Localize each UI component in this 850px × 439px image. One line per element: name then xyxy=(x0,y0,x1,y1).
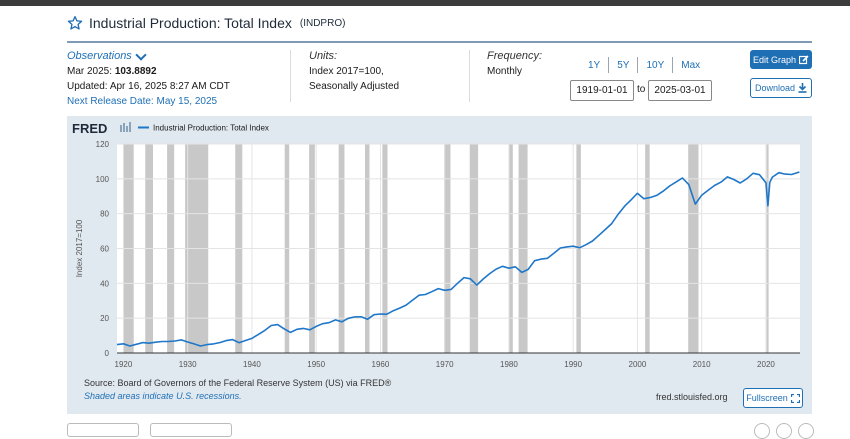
x-tick-label: 1930 xyxy=(179,360,197,369)
title-divider xyxy=(67,41,812,43)
edit-icon xyxy=(799,54,809,64)
x-tick-label: 2020 xyxy=(757,360,775,369)
range-selector: 1Y 5Y 10Y Max xyxy=(580,57,708,73)
edit-graph-button[interactable]: Edit Graph xyxy=(750,50,812,69)
x-tick-label: 1980 xyxy=(500,360,518,369)
y-tick-label: 100 xyxy=(96,175,110,184)
frequency-panel: Frequency: Monthly xyxy=(487,49,542,79)
y-tick-label: 0 xyxy=(105,349,110,358)
observations-panel: Observations Mar 2025: 103.8892 Updated:… xyxy=(67,49,230,109)
latest-value: 103.8892 xyxy=(114,66,157,77)
chevron-down-icon xyxy=(135,49,147,61)
source-note: Source: Board of Governors of the Federa… xyxy=(84,378,392,388)
x-tick-label: 2000 xyxy=(629,360,647,369)
latest-observation: Mar 2025: 103.8892 xyxy=(67,64,230,79)
grid-lines xyxy=(117,143,800,354)
chart-svg: FRED Industrial Production: Total Index … xyxy=(72,121,800,369)
x-tick-label: 1960 xyxy=(372,360,390,369)
observations-dropdown[interactable]: Observations xyxy=(67,49,230,64)
range-1y-button[interactable]: 1Y xyxy=(588,59,601,71)
column-divider xyxy=(290,50,291,102)
date-range-to-label: to xyxy=(637,84,646,95)
x-tick-label: 2010 xyxy=(693,360,711,369)
end-date-input[interactable]: 2025-03-01 xyxy=(648,80,712,101)
download-label: Download xyxy=(754,83,796,93)
x-tick-label: 1990 xyxy=(564,360,582,369)
edit-graph-label: Edit Graph xyxy=(752,54,797,65)
x-tick-label: 1920 xyxy=(115,360,133,369)
action-button-stub[interactable] xyxy=(67,423,139,437)
column-divider xyxy=(469,50,470,102)
title-row: Industrial Production: Total Index (INDP… xyxy=(67,15,345,31)
action-button-stub[interactable] xyxy=(150,423,232,437)
series-line xyxy=(116,171,800,347)
recession-note-link[interactable]: Shaded areas indicate U.S. recessions. xyxy=(84,391,242,401)
range-max-button[interactable]: Max xyxy=(681,59,701,71)
y-tick-label: 40 xyxy=(100,279,109,288)
start-date-input[interactable]: 1919-01-01 xyxy=(570,80,634,101)
page-title: Industrial Production: Total Index xyxy=(89,15,292,31)
y-tick-label: 60 xyxy=(100,245,109,254)
y-tick-label: 80 xyxy=(100,210,109,219)
y-tick-label: 120 xyxy=(96,140,110,149)
x-tick-label: 1970 xyxy=(436,360,454,369)
star-outline-icon[interactable] xyxy=(67,15,83,31)
legend-label: Industrial Production: Total Index xyxy=(153,124,269,133)
share-icon[interactable] xyxy=(754,423,770,439)
fullscreen-label: Fullscreen xyxy=(746,393,788,403)
fullscreen-icon xyxy=(790,393,800,403)
series-id: (INDPRO) xyxy=(299,17,346,29)
range-divider xyxy=(672,57,674,73)
range-divider xyxy=(637,57,639,73)
units-line-1: Index 2017=100, xyxy=(309,66,384,77)
fred-logo-icon xyxy=(120,122,131,132)
frequency-value: Monthly xyxy=(487,66,523,77)
range-5y-button[interactable]: 5Y xyxy=(617,59,630,71)
top-bar xyxy=(0,0,850,6)
y-axis-ticks: 0 20 40 60 80 100 120 xyxy=(96,140,110,358)
fred-logo: FRED xyxy=(72,121,107,136)
range-divider xyxy=(608,57,610,73)
range-10y-button[interactable]: 10Y xyxy=(646,59,665,71)
download-button[interactable]: Download xyxy=(750,78,812,98)
units-label: Units: xyxy=(309,50,338,62)
y-axis-label: Index 2017=100 xyxy=(75,219,84,277)
share-icon[interactable] xyxy=(798,423,814,439)
y-tick-label: 20 xyxy=(100,314,109,323)
x-axis-ticks: 1920 1930 1940 1950 1960 1970 1980 1990 2000 2010… xyxy=(115,360,776,369)
download-icon xyxy=(798,83,807,93)
x-tick-label: 1950 xyxy=(307,360,325,369)
updated-timestamp: Updated: Apr 16, 2025 8:27 AM CDT xyxy=(67,81,230,92)
units-line-2: Seasonally Adjusted xyxy=(309,81,400,92)
units-panel: Units: Index 2017=100, Seasonally Adjust… xyxy=(309,49,399,94)
latest-period: Mar 2025: xyxy=(67,66,113,77)
share-icon[interactable] xyxy=(776,423,792,439)
next-release-link[interactable]: Next Release Date: May 15, 2025 xyxy=(67,96,218,107)
frequency-label: Frequency: xyxy=(487,50,543,62)
fullscreen-button[interactable]: Fullscreen xyxy=(743,388,803,408)
observations-label: Observations xyxy=(67,50,132,62)
x-tick-label: 1940 xyxy=(243,360,261,369)
fred-url-link[interactable]: fred.stlouisfed.org xyxy=(656,392,728,402)
